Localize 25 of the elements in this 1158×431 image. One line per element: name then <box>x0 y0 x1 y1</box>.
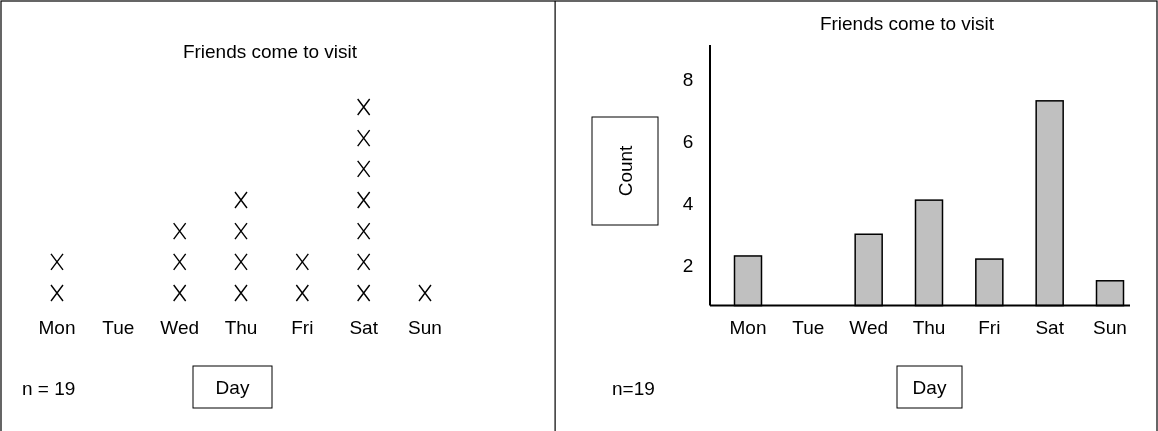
x-tick-label: Fri <box>291 317 314 338</box>
x-tick-label: Tue <box>102 317 135 338</box>
y-tick-label: 4 <box>682 192 694 214</box>
y-tick-label: 6 <box>682 130 694 152</box>
x-axis-title: Day <box>912 377 947 398</box>
y-axis-title: Count <box>615 144 636 197</box>
x-tick-label: Sun <box>408 317 442 338</box>
x-axis-title: Day <box>215 377 250 398</box>
chart-title: Friends come to visit <box>819 13 995 34</box>
text: n = 19 <box>22 378 76 399</box>
chart-title: Friends come to visit <box>182 41 358 62</box>
x-tick-label: Sat <box>349 317 379 338</box>
x-tick-label: Thu <box>224 317 258 338</box>
text: n=19 <box>612 378 655 399</box>
x-tick-label: Sat <box>1035 317 1065 338</box>
x-tick-label: Fri <box>978 317 1001 338</box>
x-tick-label: Wed <box>849 317 889 338</box>
x-tick-label: Tue <box>792 317 825 338</box>
y-tick-label: 2 <box>682 254 694 276</box>
y-tick-label: 8 <box>682 68 694 90</box>
x-tick-label: Wed <box>160 317 200 338</box>
x-tick-label: Mon <box>38 317 76 338</box>
x-tick-label: Mon <box>729 317 767 338</box>
x-tick-label: Sun <box>1093 317 1127 338</box>
x-tick-label: Thu <box>912 317 946 338</box>
